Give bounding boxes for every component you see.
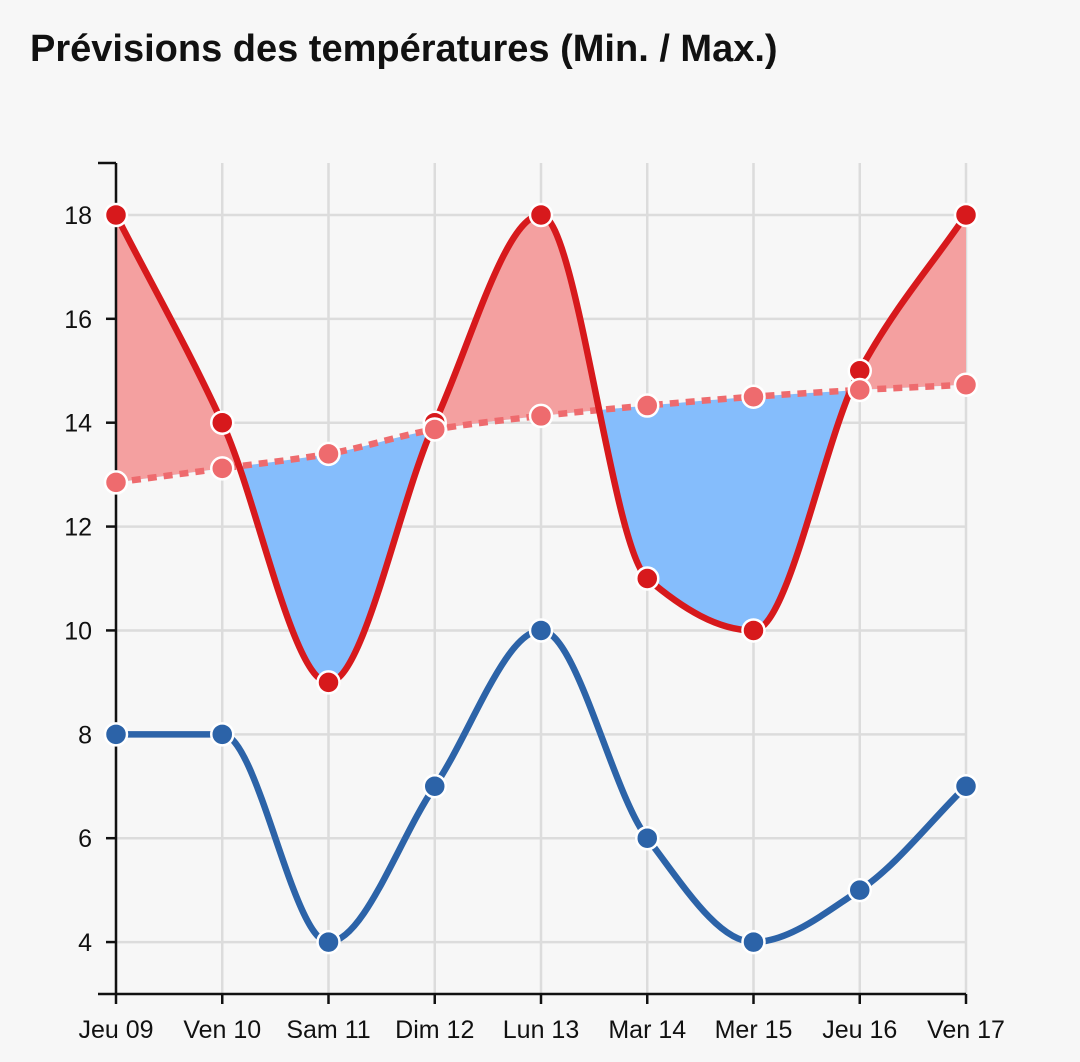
max-point (741, 618, 766, 643)
areas (116, 214, 966, 683)
normal-point (528, 403, 554, 429)
max-point (953, 202, 979, 228)
min-point (103, 722, 129, 747)
max-point (103, 202, 129, 228)
y-tick-label: 10 (64, 617, 92, 645)
min-point (210, 722, 235, 747)
min-point (528, 618, 554, 643)
normal-point (847, 377, 872, 403)
min-point (422, 774, 447, 799)
series-points (103, 202, 979, 955)
max-point (635, 566, 660, 591)
x-tick-label: Ven 17 (927, 1016, 1005, 1044)
normal-point (103, 470, 129, 495)
normal-point (953, 372, 979, 398)
y-tick-label: 4 (78, 929, 92, 957)
normal-point (316, 441, 341, 467)
y-tick-label: 14 (64, 410, 92, 438)
max-point (528, 202, 554, 228)
y-tick-label: 16 (64, 306, 92, 334)
chart-title: Prévisions des températures (Min. / Max.… (30, 28, 778, 70)
x-tick-label: Dim 12 (395, 1016, 474, 1044)
axes: 4 6 8 10 12 14 16 18 Jeu 09 Ven 10 Sam 11 Dim 12 Lun… (64, 161, 1005, 1044)
max-point (316, 670, 341, 695)
y-tick-label: 18 (64, 202, 92, 230)
min-point (316, 929, 341, 955)
x-tick-label: Jeu 09 (78, 1016, 153, 1044)
normal-point (210, 456, 235, 481)
normal-point (741, 384, 766, 409)
y-tick-label: 12 (64, 514, 92, 542)
min-point (953, 774, 979, 799)
area-below-normal (116, 384, 966, 683)
x-tick-label: Sam 11 (286, 1016, 370, 1044)
min-point (635, 825, 660, 851)
x-tick-label: Mer 15 (715, 1016, 793, 1044)
y-tick-label: 6 (78, 825, 92, 853)
min-point (847, 877, 872, 903)
x-tick-label: Jeu 16 (822, 1016, 897, 1044)
min-point (741, 929, 766, 955)
x-tick-label: Mar 14 (608, 1016, 686, 1044)
x-tick-label: Lun 13 (503, 1016, 579, 1044)
max-point (210, 410, 235, 435)
normal-point (635, 393, 660, 418)
y-tick-label: 8 (78, 721, 92, 749)
x-tick-label: Ven 10 (183, 1016, 261, 1044)
normal-point (422, 417, 447, 442)
